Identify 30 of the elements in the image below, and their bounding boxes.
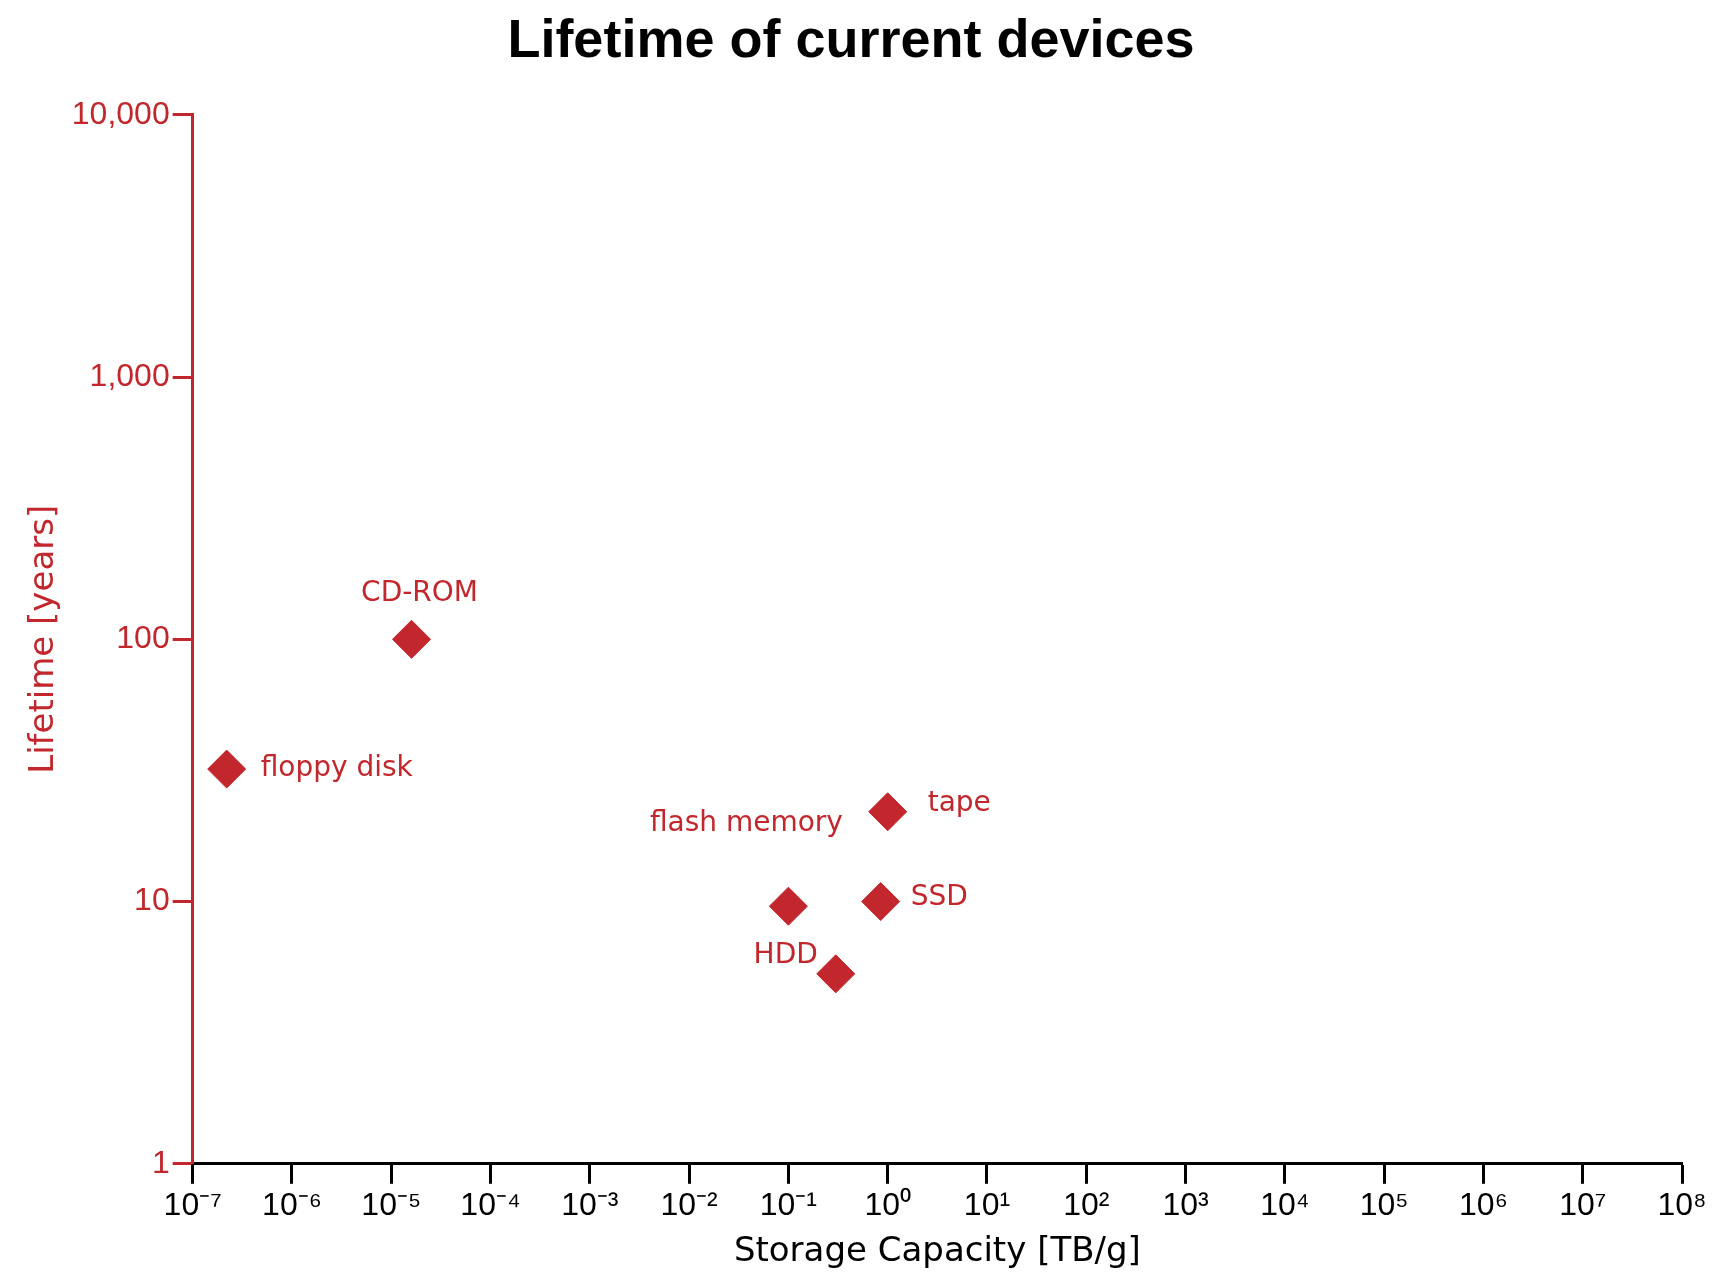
y-tick-label: 10 <box>134 881 170 918</box>
x-tick-label: 10⁻⁴ <box>460 1185 521 1222</box>
x-tick-label: 10⁻⁶ <box>262 1185 322 1222</box>
x-tick-label: 10⁻³ <box>561 1185 619 1222</box>
y-tick-label: 100 <box>116 619 170 656</box>
annotation: floppy disk <box>260 750 414 784</box>
annotation: CD-ROM <box>361 574 478 608</box>
x-tick-label: 10² <box>1063 1185 1110 1222</box>
annotation: HDD <box>753 937 818 971</box>
x-tick-label: 10⁸ <box>1657 1185 1707 1222</box>
x-tick-label: 10¹ <box>963 1185 1011 1222</box>
y-tick-label: 1 <box>151 1143 170 1180</box>
x-tick-label: 10³ <box>1162 1185 1210 1222</box>
x-tick-label: 10⁻² <box>660 1185 719 1222</box>
annotation: flash memory <box>649 805 843 839</box>
annotation: tape <box>927 785 991 819</box>
x-tick-label: 10⁰ <box>864 1185 911 1222</box>
x-tick-label: 10⁻¹ <box>759 1185 818 1222</box>
x-tick-label: 10⁴ <box>1260 1185 1310 1222</box>
x-tick-label: 10⁻⁵ <box>361 1185 422 1222</box>
x-tick-label: 10⁵ <box>1359 1185 1409 1222</box>
y-tick-label: 1,000 <box>89 356 170 393</box>
x-axis-title: Storage Capacity [TB/g] <box>733 1229 1141 1270</box>
x-tick-label: 10⁷ <box>1559 1185 1607 1222</box>
y-axis-title: Lifetime [years] <box>21 504 62 774</box>
y-tick-label: 10,000 <box>71 94 170 131</box>
x-tick-label: 10⁶ <box>1459 1185 1508 1222</box>
x-tick-label: 10⁻⁷ <box>163 1185 222 1222</box>
annotation: SSD <box>910 878 968 912</box>
chart-title: Lifetime of current devices <box>507 8 1195 69</box>
